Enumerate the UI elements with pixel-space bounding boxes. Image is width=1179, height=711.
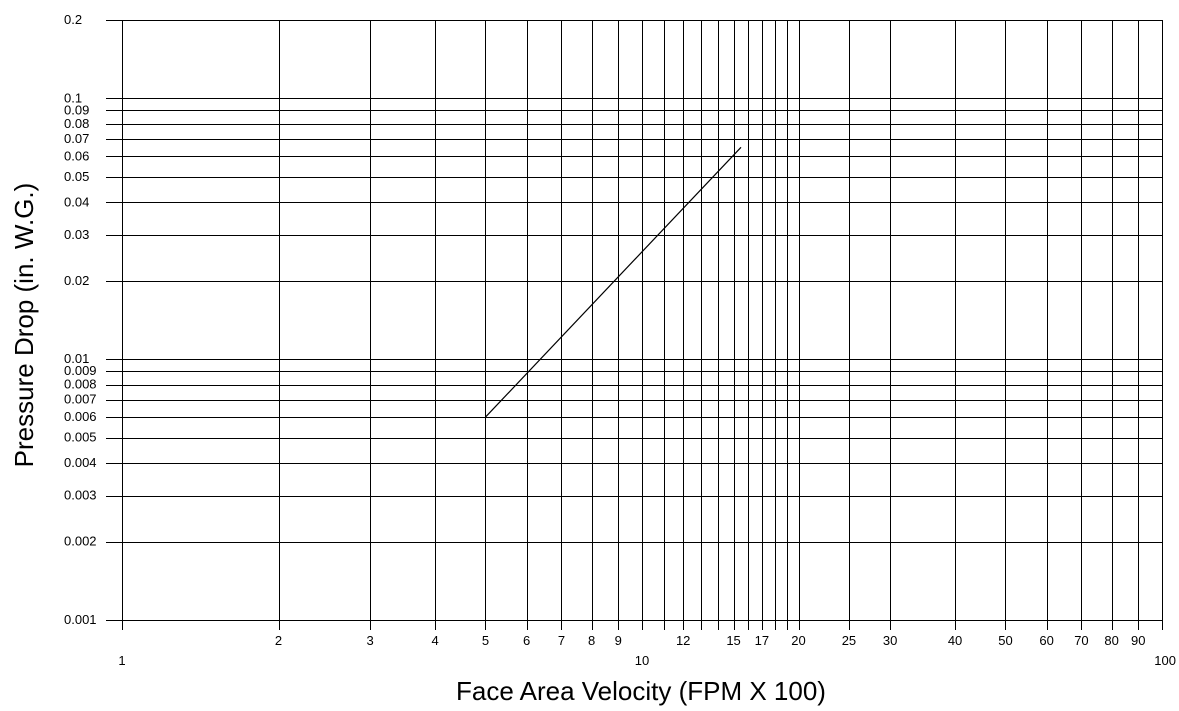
y-tick-label-0.007: 0.007 (64, 392, 97, 407)
series-line-0 (486, 147, 742, 417)
x-tick-label-15: 15 (726, 633, 740, 648)
y-tick-label-0.008: 0.008 (64, 377, 97, 392)
y-tick-label-0.08: 0.08 (64, 116, 89, 131)
y-tick-label-0.07: 0.07 (64, 131, 89, 146)
y-tick-label-0.002: 0.002 (64, 534, 97, 549)
y-tick-label-0.005: 0.005 (64, 430, 97, 445)
x-tick-label-60: 60 (1039, 633, 1053, 648)
x-tick-label-50: 50 (998, 633, 1012, 648)
x-tick-label-4: 4 (431, 633, 438, 648)
y-tick-label-0.2: 0.2 (64, 12, 82, 27)
y-tick-label-0.003: 0.003 (64, 488, 97, 503)
x-tick-label-90: 90 (1131, 633, 1145, 648)
y-tick-label-0.05: 0.05 (64, 169, 89, 184)
y-axis-title: Pressure Drop (in. W.G.) (9, 183, 39, 468)
y-tick-label-0.006: 0.006 (64, 409, 97, 424)
x-tick-label-10: 10 (635, 653, 649, 668)
x-tick-label-6: 6 (523, 633, 530, 648)
y-tick-label-0.02: 0.02 (64, 273, 89, 288)
y-tick-label-0.1: 0.1 (64, 90, 82, 105)
x-tick-label-100: 100 (1154, 653, 1176, 668)
x-gridlines (123, 20, 1163, 630)
x-axis-title: Face Area Velocity (FPM X 100) (456, 676, 826, 706)
y-tick-label-0.004: 0.004 (64, 455, 97, 470)
y-tick-label-0.04: 0.04 (64, 194, 89, 209)
x-tick-label-25: 25 (842, 633, 856, 648)
x-tick-label-17: 17 (755, 633, 769, 648)
x-tick-label-2: 2 (275, 633, 282, 648)
x-tick-label-70: 70 (1074, 633, 1088, 648)
x-tick-label-3: 3 (366, 633, 373, 648)
x-tick-label-40: 40 (948, 633, 962, 648)
x-tick-label-20: 20 (791, 633, 805, 648)
y-tick-label-0.01: 0.01 (64, 351, 89, 366)
x-tick-label-8: 8 (588, 633, 595, 648)
x-tick-label-30: 30 (883, 633, 897, 648)
x-tick-label-7: 7 (558, 633, 565, 648)
x-tick-label-1: 1 (118, 653, 125, 668)
x-tick-label-9: 9 (615, 633, 622, 648)
y-tick-label-0.06: 0.06 (64, 148, 89, 163)
y-tick-label-0.03: 0.03 (64, 227, 89, 242)
x-tick-label-80: 80 (1104, 633, 1118, 648)
y-tick-labels: 0.001 0.002 0.003 0.004 0.005 0.006 0.0070.008… (64, 12, 97, 627)
y-tick-label-0.001: 0.001 (64, 612, 97, 627)
x-tick-label-12: 12 (676, 633, 690, 648)
y-gridlines (106, 21, 1162, 621)
series-group (486, 147, 742, 417)
x-tick-label-5: 5 (482, 633, 489, 648)
